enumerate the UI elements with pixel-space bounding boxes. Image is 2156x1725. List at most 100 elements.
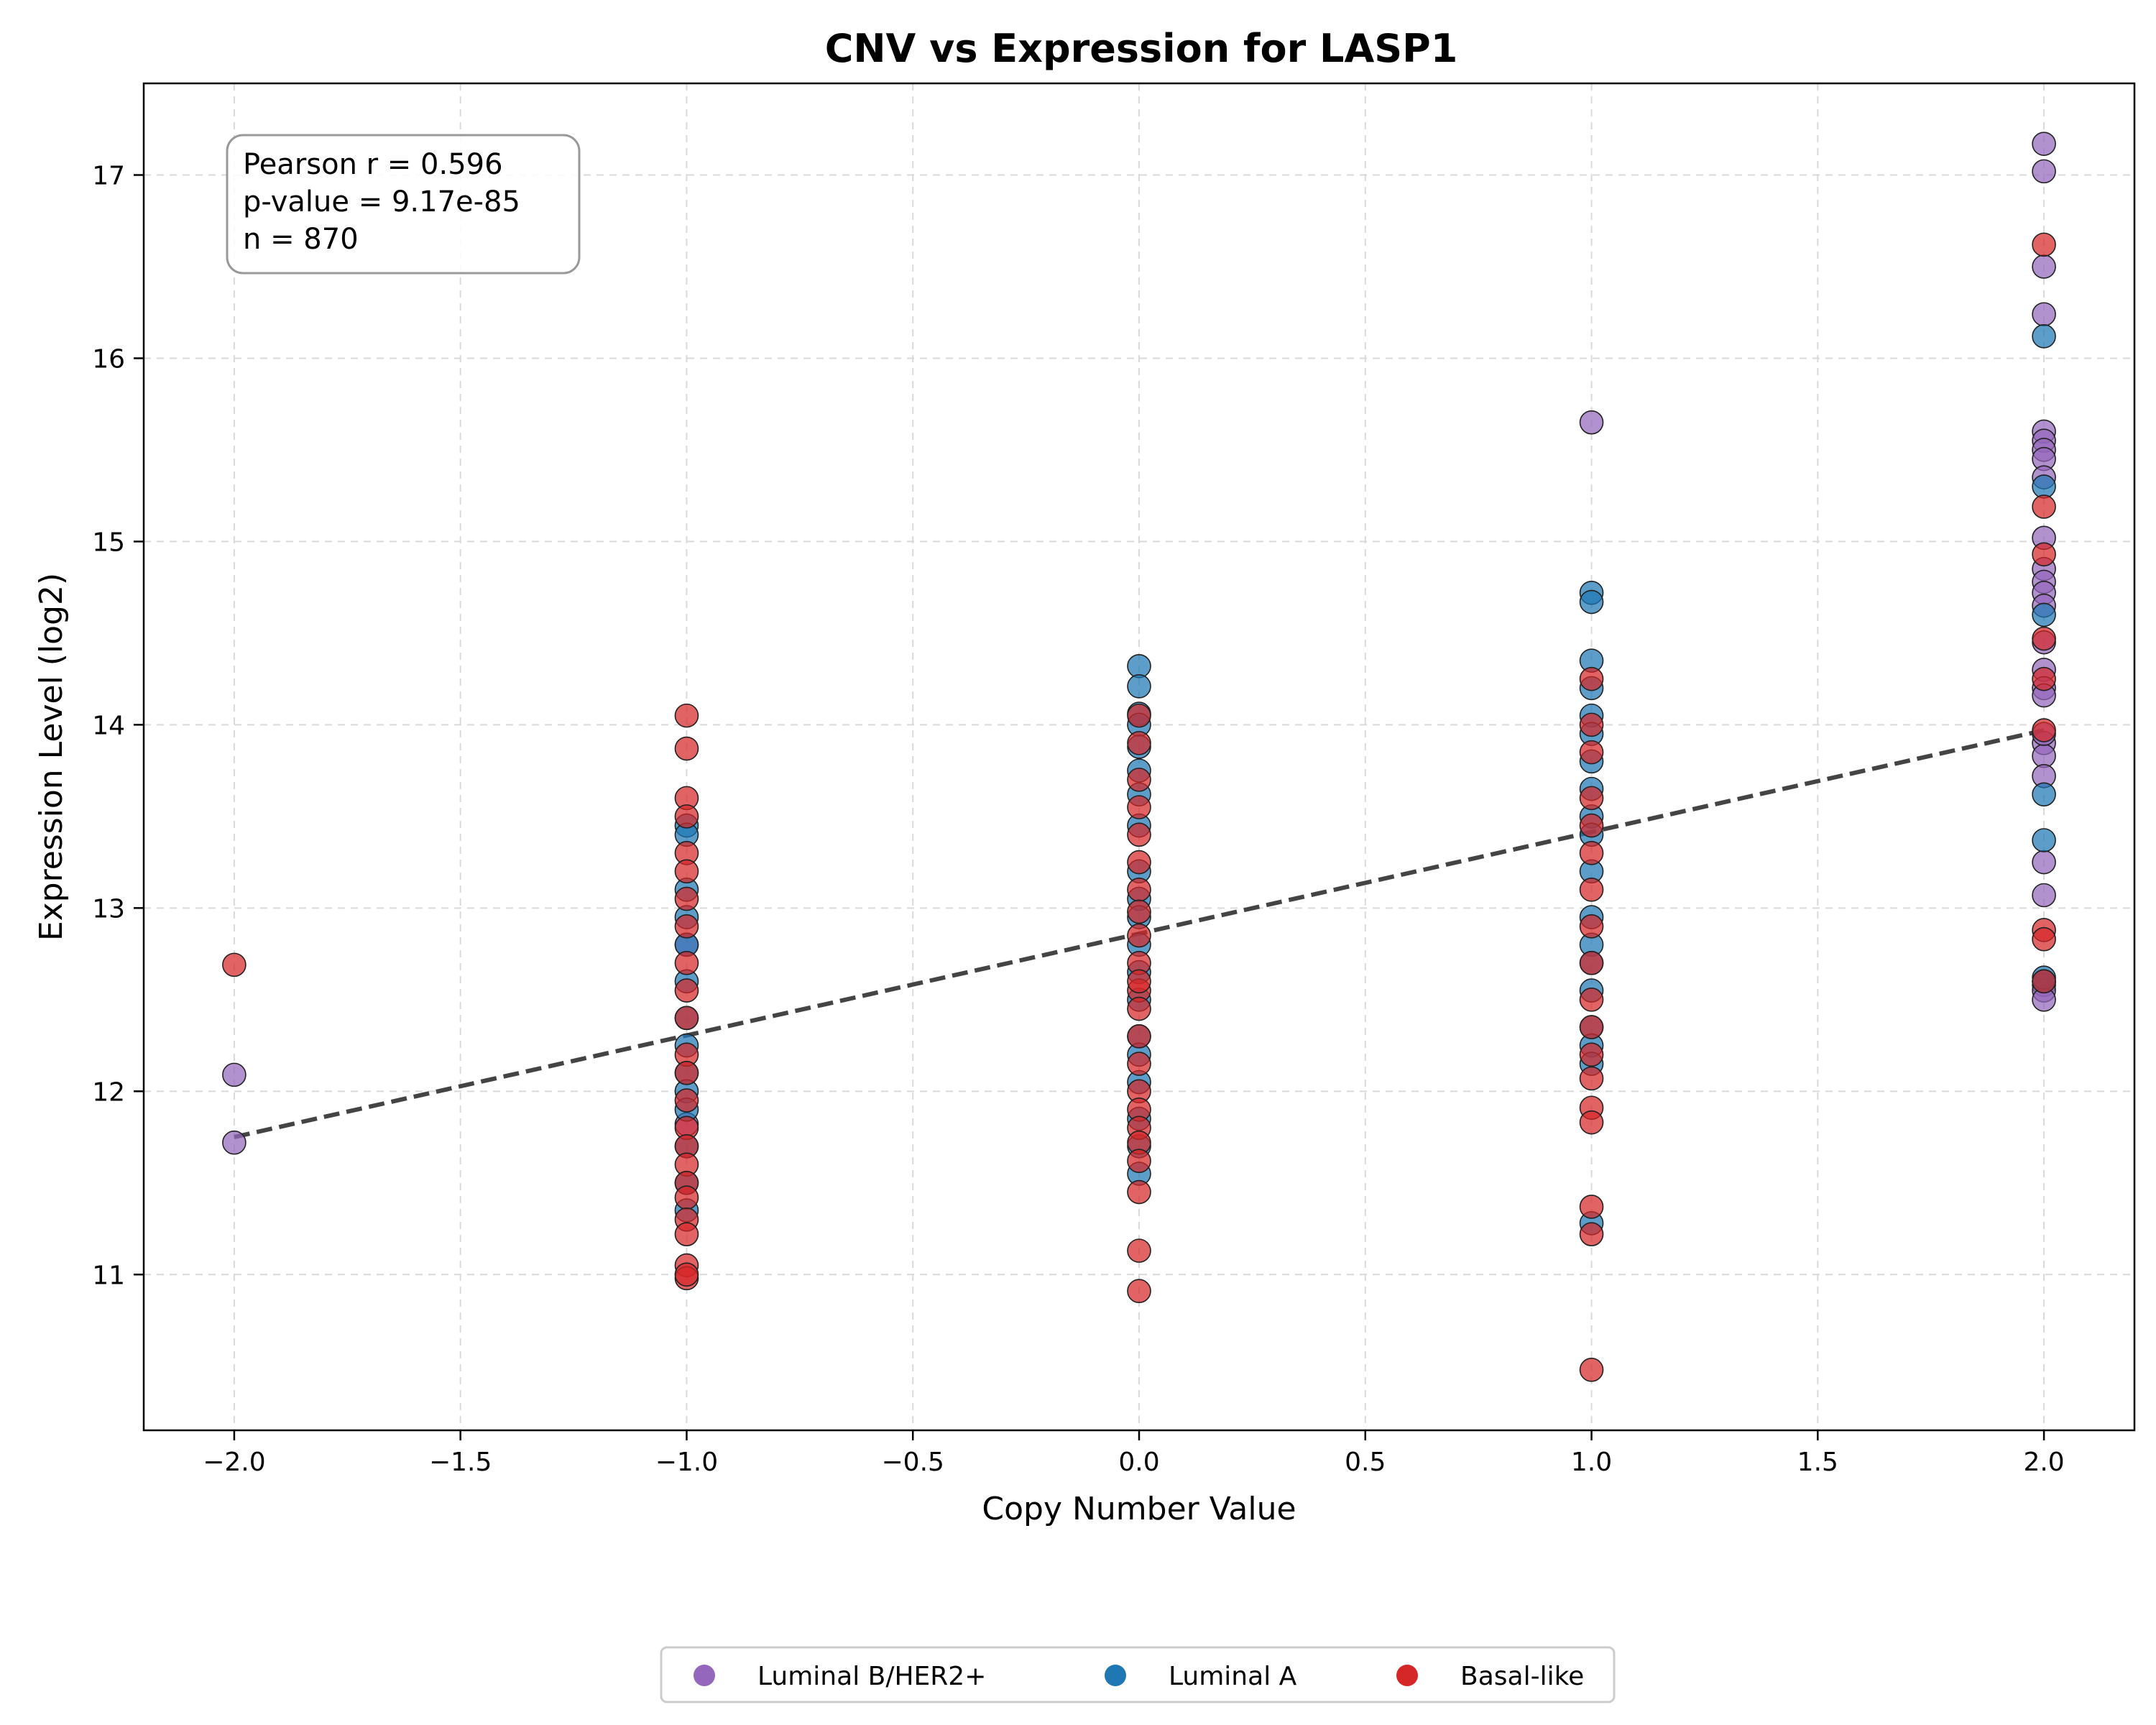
data-point <box>222 952 247 978</box>
data-point <box>2032 232 2056 257</box>
series-2 <box>222 232 2056 1382</box>
data-point <box>1127 795 1151 819</box>
data-point <box>1127 996 1151 1021</box>
data-point <box>1579 410 1604 435</box>
data-point <box>2032 254 2056 279</box>
data-point <box>2032 743 2056 768</box>
data-point <box>1127 731 1151 755</box>
data-point <box>1579 841 1604 865</box>
data-point <box>1579 1358 1604 1382</box>
data-point <box>1127 850 1151 875</box>
data-point <box>2032 302 2056 327</box>
data-point <box>2032 782 2056 807</box>
data-point <box>674 1185 699 1210</box>
data-point <box>1127 923 1151 948</box>
data-points <box>222 132 2056 1382</box>
data-point <box>1579 988 1604 1012</box>
x-tick-label: −1.5 <box>429 1448 492 1477</box>
legend-marker <box>1396 1665 1418 1686</box>
x-tick-label: 2.0 <box>2023 1448 2064 1477</box>
stats-annotation: Pearson r = 0.596 p-value = 9.17e-85 n =… <box>226 134 581 275</box>
data-point <box>674 804 699 829</box>
data-point <box>2032 626 2056 651</box>
data-point <box>1127 703 1151 728</box>
data-point <box>1579 1195 1604 1219</box>
data-point <box>1579 712 1604 737</box>
y-axis-ticks: 11 12 13 14 15 16 17 <box>92 161 144 1290</box>
data-point <box>1127 878 1151 902</box>
legend-marker <box>694 1665 715 1686</box>
stats-box-frame <box>226 134 581 275</box>
data-point <box>2032 542 2056 567</box>
data-point <box>674 978 699 1003</box>
data-point <box>1127 822 1151 847</box>
data-point <box>674 1088 699 1113</box>
data-point <box>674 1061 699 1085</box>
legend-item: Luminal A <box>1105 1662 1297 1691</box>
data-point <box>1579 1110 1604 1135</box>
data-point <box>2032 494 2056 519</box>
data-point <box>2032 828 2056 852</box>
data-point <box>2032 132 2056 156</box>
legend-marker <box>1105 1665 1126 1686</box>
data-point <box>1127 768 1151 792</box>
data-point <box>2032 883 2056 908</box>
data-point <box>1579 1042 1604 1067</box>
legend: Luminal B/HER2+ Luminal A Basal-like <box>660 1646 1616 1703</box>
stats-n: n = 870 <box>243 223 359 256</box>
data-point <box>674 736 699 761</box>
data-point <box>1127 1238 1151 1263</box>
x-tick-label: 0.5 <box>1345 1448 1386 1477</box>
data-point <box>2032 474 2056 499</box>
x-tick-label: 0.0 <box>1118 1448 1159 1477</box>
y-tick-label: 12 <box>92 1077 125 1107</box>
data-point <box>1579 740 1604 765</box>
data-point <box>1127 653 1151 678</box>
data-point <box>2032 969 2056 994</box>
data-point <box>2032 324 2056 349</box>
data-point <box>1579 1222 1604 1246</box>
data-point <box>1127 969 1151 994</box>
data-point <box>1579 914 1604 939</box>
data-point <box>674 1006 699 1031</box>
data-point <box>1579 951 1604 975</box>
x-tick-label: 1.0 <box>1571 1448 1612 1477</box>
stats-p-value: p-value = 9.17e-85 <box>243 185 520 218</box>
legend-item: Luminal B/HER2+ <box>694 1662 986 1691</box>
stats-pearson-r: Pearson r = 0.596 <box>243 148 503 181</box>
y-tick-label: 17 <box>92 161 125 190</box>
data-point <box>1579 786 1604 811</box>
legend-label: Basal-like <box>1460 1662 1584 1691</box>
data-point <box>2032 159 2056 184</box>
y-tick-label: 13 <box>92 894 125 924</box>
data-point <box>1127 1052 1151 1076</box>
data-point <box>2032 602 2056 627</box>
y-tick-label: 14 <box>92 711 125 740</box>
data-point <box>1579 589 1604 615</box>
data-point <box>2032 666 2056 691</box>
data-point <box>1127 1149 1151 1173</box>
legend-label: Luminal B/HER2+ <box>757 1662 986 1691</box>
data-point <box>1579 1066 1604 1091</box>
data-point <box>674 859 699 884</box>
data-point <box>2032 718 2056 742</box>
data-point <box>222 1130 247 1155</box>
x-axis-label: Copy Number Value <box>982 1491 1296 1527</box>
y-tick-label: 15 <box>92 528 125 557</box>
data-point <box>2032 926 2056 952</box>
chart-title: CNV vs Expression for LASP1 <box>825 26 1458 71</box>
data-point <box>674 914 699 939</box>
y-axis-label: Expression Level (log2) <box>33 573 70 941</box>
legend-item: Basal-like <box>1396 1662 1584 1691</box>
x-tick-label: −2.0 <box>203 1448 265 1477</box>
data-point <box>222 1062 247 1087</box>
data-point <box>1127 1024 1151 1049</box>
data-point <box>1579 666 1604 691</box>
data-point <box>674 1222 699 1246</box>
data-point <box>674 1262 699 1287</box>
data-point <box>674 886 699 911</box>
data-point <box>1579 878 1604 902</box>
data-point <box>2032 850 2056 875</box>
